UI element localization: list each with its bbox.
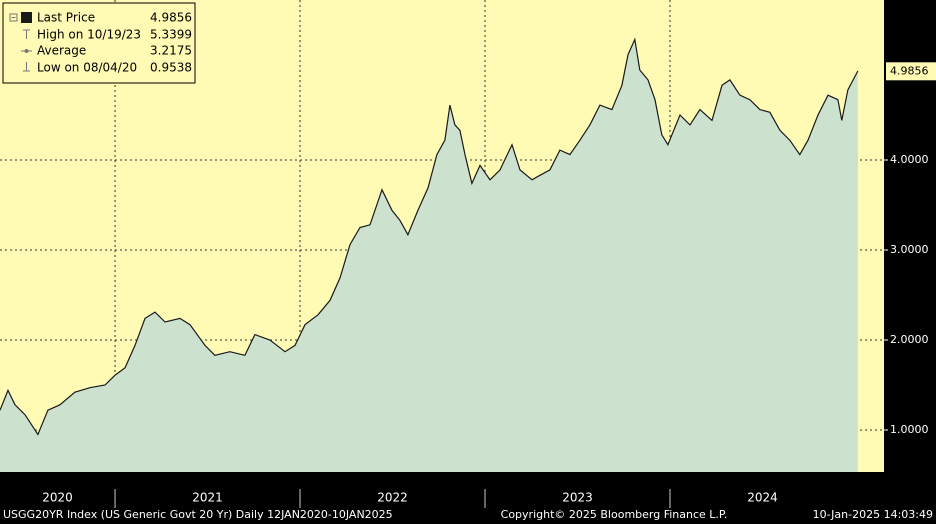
last-price-label: 4.9856 <box>890 64 929 77</box>
average-icon <box>24 49 29 53</box>
price-line <box>0 37 859 436</box>
legend-value: 0.9538 <box>150 61 192 75</box>
x-tick-label: 2020 <box>42 491 73 505</box>
legend-value: 3.2175 <box>150 44 192 58</box>
legend-value: 5.3399 <box>150 28 192 42</box>
legend-value: 4.9856 <box>150 11 192 25</box>
last-price-tag <box>886 62 936 81</box>
collapse-icon <box>9 13 18 22</box>
y-tick-label: 3.0000 <box>890 243 929 256</box>
area-fill <box>0 39 858 473</box>
x-tick-label: 2024 <box>747 491 778 505</box>
footer-timestamp: 10-Jan-2025 14:03:49 <box>813 508 933 521</box>
footer-source: USGG20YR Index (US Generic Govt 20 Yr) D… <box>3 508 393 521</box>
legend-box <box>2 2 196 84</box>
x-axis-band <box>0 472 936 524</box>
legend: Last Price 4.9856 High on 10/19/23 5.339… <box>2 2 196 84</box>
footer-copyright: Copyright© 2025 Bloomberg Finance L.P. <box>501 508 728 521</box>
low-icon <box>23 62 30 72</box>
y-tick-label: 2.0000 <box>890 333 929 346</box>
x-tick-label: 2023 <box>562 491 593 505</box>
legend-swatch <box>21 12 32 23</box>
high-icon <box>23 29 30 39</box>
y-tick-label: 4.0000 <box>890 153 929 166</box>
legend-label: Last Price <box>37 11 95 25</box>
x-tick-label: 2022 <box>377 491 408 505</box>
y-tick-label: 1.0000 <box>890 423 929 436</box>
legend-label: High on 10/19/23 <box>37 28 141 42</box>
legend-label: Average <box>37 44 86 58</box>
legend-label: Low on 08/04/20 <box>37 61 137 75</box>
x-tick-label: 2021 <box>192 491 223 505</box>
